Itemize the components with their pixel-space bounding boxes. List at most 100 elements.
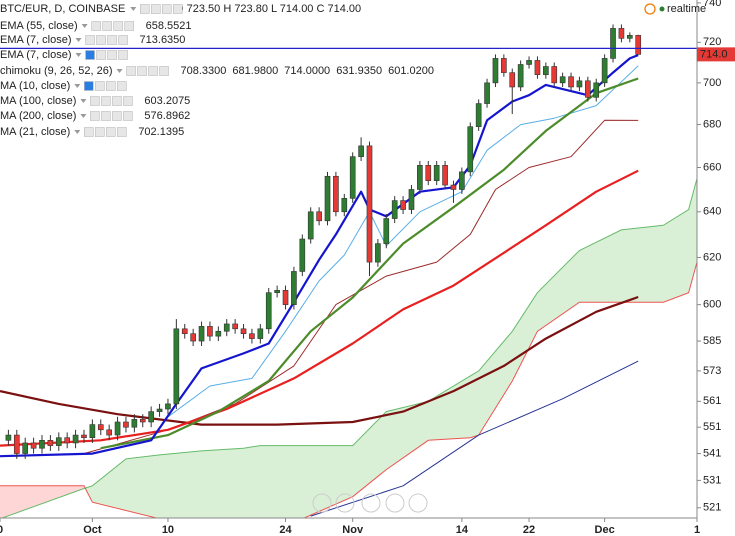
x-tick-label: Dec: [595, 524, 615, 536]
legend-value: 714.0000: [284, 65, 330, 77]
plot-area: [0, 24, 697, 518]
candle-body: [30, 442, 37, 449]
zoom-back[interactable]: [312, 493, 332, 513]
y-tick-label: 740: [703, 0, 721, 9]
legend-icon: [101, 96, 111, 106]
x-tick-label: 10: [162, 524, 174, 536]
candle-body: [274, 290, 280, 293]
candle-body: [459, 171, 465, 190]
legend-label: EMA (55, close): [0, 20, 78, 32]
candle-body: [282, 290, 289, 305]
candle-body: [568, 76, 574, 88]
candle-body: [433, 165, 440, 181]
candle-body: [81, 434, 87, 438]
dropdown-arrow: [75, 53, 82, 57]
legend-icon: [150, 4, 161, 14]
y-tick-label: 680: [703, 118, 721, 130]
candle-body: [509, 72, 516, 88]
y-tick-label: 720: [703, 36, 721, 48]
zoom-forward[interactable]: [408, 493, 428, 513]
legend-icon: [139, 4, 150, 14]
chart-title: BTC/EUR, D, COINBASE: [0, 3, 125, 15]
dropdown-arrow: [130, 7, 137, 11]
y-tick-label: 561: [703, 395, 721, 407]
indicator-line: [310, 360, 639, 517]
candle-body: [585, 80, 591, 98]
legend-icon: [159, 66, 169, 76]
cloud-fill: [688, 178, 697, 293]
candle-body: [307, 211, 314, 240]
indicator-line: [100, 77, 639, 450]
y-tick-label: 573: [703, 365, 721, 377]
candle-body: [391, 200, 398, 219]
candle-body: [618, 28, 625, 39]
legend-icon: [90, 111, 100, 121]
legend-label: MA (10, close): [0, 80, 70, 92]
candle-body: [358, 145, 364, 157]
candle-body: [257, 328, 264, 339]
legend-icon: [106, 81, 116, 91]
candle-body: [39, 440, 45, 449]
candle-body: [89, 424, 96, 438]
candle-body: [501, 58, 507, 73]
indicator-line: [83, 119, 639, 455]
x-tick-label: 14: [456, 524, 469, 536]
dropdown-arrow: [81, 24, 88, 28]
legend-label: MA (21, close): [0, 126, 70, 138]
zoom-out[interactable]: [335, 493, 355, 513]
indicator-line: [0, 54, 639, 458]
status-dot: [659, 6, 665, 12]
zoom-in[interactable]: [385, 493, 405, 513]
cloud-fill: [512, 292, 538, 381]
y-tick-label: 700: [703, 77, 721, 89]
legend-icon: [137, 66, 147, 76]
candle-body: [467, 126, 474, 173]
cloud-fill: [478, 331, 513, 436]
zoom-reset[interactable]: [361, 493, 381, 513]
legend-value: 658.5521: [146, 20, 192, 32]
candle-body: [534, 60, 541, 75]
y-tick-label: 585: [703, 335, 721, 347]
candle-body: [148, 411, 154, 423]
legend-icon: [85, 50, 95, 60]
zoom-controls[interactable]: [312, 493, 428, 513]
cloud-line: [0, 178, 697, 518]
candle-body: [5, 434, 12, 441]
legend-icon: [118, 35, 128, 45]
y-tick-label: 640: [703, 206, 721, 218]
y-tick-label: 551: [703, 421, 721, 433]
legend-icon: [161, 4, 172, 14]
candle-body: [47, 440, 54, 446]
legend-icon: [172, 4, 183, 14]
y-tick-label: 660: [703, 161, 721, 173]
candle-body: [97, 424, 104, 431]
status: realtime: [667, 3, 706, 15]
cloud-fill: [428, 375, 471, 441]
dropdown-arrow: [80, 99, 87, 103]
legend-value: 702.1395: [138, 126, 184, 138]
legend-value: 601.0200: [388, 65, 434, 77]
legend-icon: [117, 127, 127, 137]
candle-body: [450, 184, 457, 190]
legend-icon: [112, 96, 122, 106]
legend-label: EMA (7, close): [0, 49, 72, 61]
legend-value: 713.6350: [140, 34, 186, 46]
candle-body: [55, 437, 62, 446]
legend-icon: [102, 21, 112, 31]
y-tick-label: 521: [703, 502, 721, 514]
candle-body: [165, 403, 171, 410]
ohlc: O 723.50 H 723.80 L 714.00 C 714.00: [175, 3, 361, 15]
legend-icon: [118, 50, 128, 60]
candle-body: [475, 103, 482, 127]
legend-value: 603.2075: [144, 95, 190, 107]
legend-icon: [85, 35, 95, 45]
clock-icon: [644, 3, 656, 15]
candle-body: [181, 328, 188, 334]
legend-icon: [84, 81, 94, 91]
candle-body: [626, 35, 633, 39]
cloud-fill: [92, 458, 126, 511]
y-tick-label: 620: [703, 251, 721, 263]
legend-icon: [107, 50, 117, 60]
cloud-fill: [470, 370, 479, 438]
